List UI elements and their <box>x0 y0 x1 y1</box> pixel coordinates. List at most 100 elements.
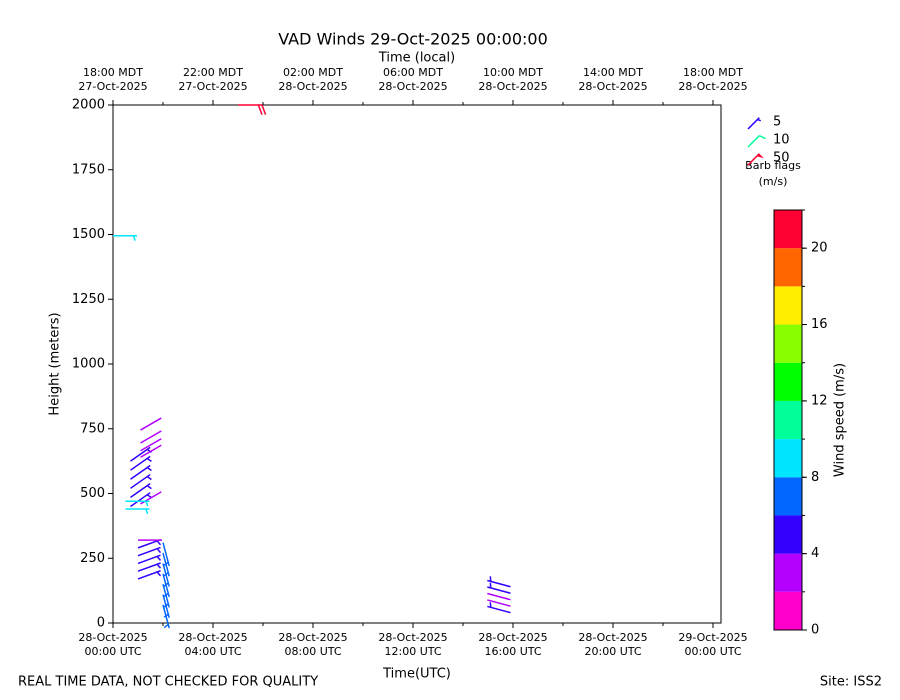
barb-half <box>156 563 162 569</box>
barb-half <box>163 582 169 587</box>
barb-staff <box>130 464 151 480</box>
x-tick-label: 28-Oct-2025 04:00 UTC <box>178 631 248 658</box>
y-tick-label: 500 <box>80 486 105 501</box>
barb-staff <box>487 586 511 594</box>
top-tick-label: 02:00 MDT 28-Oct-2025 <box>278 66 348 93</box>
barb-legend-unit: (m/s) <box>759 175 788 188</box>
barb-staff <box>140 430 162 444</box>
wind-barb <box>130 464 152 480</box>
legend-label: 50 <box>773 151 790 166</box>
legend-barb <box>747 153 764 166</box>
wind-barb <box>162 542 170 567</box>
barb-half <box>146 476 152 481</box>
wind-barb <box>113 235 137 241</box>
barb-half <box>163 623 169 629</box>
wind-barb <box>487 602 511 614</box>
barb-staff <box>487 599 511 607</box>
wind-barb <box>140 430 162 444</box>
wind-barb <box>238 104 267 115</box>
x-tick-label: 28-Oct-2025 12:00 UTC <box>378 631 448 658</box>
barb-half <box>156 571 162 577</box>
barb-half <box>146 466 152 472</box>
barb-flag <box>756 153 764 159</box>
top-tick-label: 06:00 MDT 28-Oct-2025 <box>378 66 448 93</box>
wind-barb <box>137 554 162 565</box>
top-tick-label: 18:00 MDT 27-Oct-2025 <box>78 66 148 93</box>
wind-barb <box>487 599 511 607</box>
colorbar-segment <box>774 591 802 630</box>
y-tick-label: 750 <box>80 421 105 436</box>
plot-frame <box>112 104 722 624</box>
site-label: Site: ISS2 <box>820 675 882 690</box>
y-tick-label: 0 <box>97 616 105 631</box>
wind-barb <box>137 546 162 557</box>
colorbar-frame <box>773 209 803 631</box>
barb-staff <box>137 546 161 557</box>
x-tick-label: 28-Oct-2025 16:00 UTC <box>478 631 548 658</box>
barb-half <box>145 508 149 515</box>
barb-staff <box>137 562 161 572</box>
wind-barb <box>130 483 152 498</box>
y-tick-label: 250 <box>80 551 105 566</box>
barb-staff <box>137 538 161 549</box>
colorbar-segment <box>774 477 802 516</box>
y-tick-label: 1250 <box>72 292 105 307</box>
x-tick-label: 28-Oct-2025 08:00 UTC <box>278 631 348 658</box>
wind-barb <box>137 562 162 572</box>
barb-staff <box>487 592 511 601</box>
legend-label: 5 <box>773 115 781 130</box>
chart-title: VAD Winds 29-Oct-2025 00:00:00 <box>278 30 548 49</box>
colorbar-segment <box>774 553 802 592</box>
barb-half <box>163 613 169 618</box>
barb-half <box>163 592 169 598</box>
barb-legend-title: Barb flags <box>745 159 801 172</box>
colorbar-segment <box>774 286 802 325</box>
barb-staff <box>130 446 151 462</box>
x-tick-label: 29-Oct-2025 00:00 UTC <box>678 631 748 658</box>
barb-half <box>132 235 136 241</box>
top-tick-label: 10:00 MDT 28-Oct-2025 <box>478 66 548 93</box>
barb-staff <box>162 542 170 567</box>
wind-barb <box>140 444 162 458</box>
wind-barb <box>137 538 162 549</box>
y-tick-label: 2000 <box>72 98 105 113</box>
colorbar-tick-label: 8 <box>811 470 819 485</box>
colorbar-segment <box>774 400 802 440</box>
barb-full <box>257 104 263 115</box>
barb-staff <box>747 117 760 130</box>
barb-staff <box>130 483 151 498</box>
barb-half <box>156 548 162 554</box>
wind-barb <box>125 500 150 507</box>
barb-full <box>759 135 766 140</box>
colorbar-tick-label: 4 <box>811 546 819 561</box>
colorbar-segment <box>774 210 802 249</box>
barb-staff <box>130 455 151 471</box>
top-tick-label: 14:00 MDT 28-Oct-2025 <box>578 66 648 93</box>
x-tick-label: 28-Oct-2025 20:00 UTC <box>578 631 648 658</box>
barb-half <box>163 603 169 608</box>
wind-barb <box>140 417 162 431</box>
wind-barb <box>487 576 511 588</box>
barb-staff <box>140 417 162 431</box>
barb-half <box>757 118 762 122</box>
legend-label: 10 <box>773 133 790 148</box>
colorbar-tick-label: 20 <box>811 241 828 256</box>
barb-half <box>156 555 162 561</box>
top-axis-label: Time (local) <box>378 51 455 66</box>
wind-barb <box>125 508 150 515</box>
barb-half <box>163 561 169 567</box>
colorbar-tick-label: 16 <box>811 317 828 332</box>
barb-staff <box>137 554 161 565</box>
colorbar-segment <box>774 324 802 363</box>
barb-staff <box>137 570 161 580</box>
x-axis-label: Time(UTC) <box>382 667 451 682</box>
colorbar-segment <box>774 362 802 401</box>
colorbar-segment <box>774 248 802 287</box>
barb-staff <box>487 579 511 588</box>
barb-staff <box>130 492 151 508</box>
barb-half <box>145 501 149 507</box>
colorbar-segment <box>774 515 802 554</box>
colorbar-tick-label: 12 <box>811 393 828 408</box>
wind-barb <box>140 438 162 452</box>
